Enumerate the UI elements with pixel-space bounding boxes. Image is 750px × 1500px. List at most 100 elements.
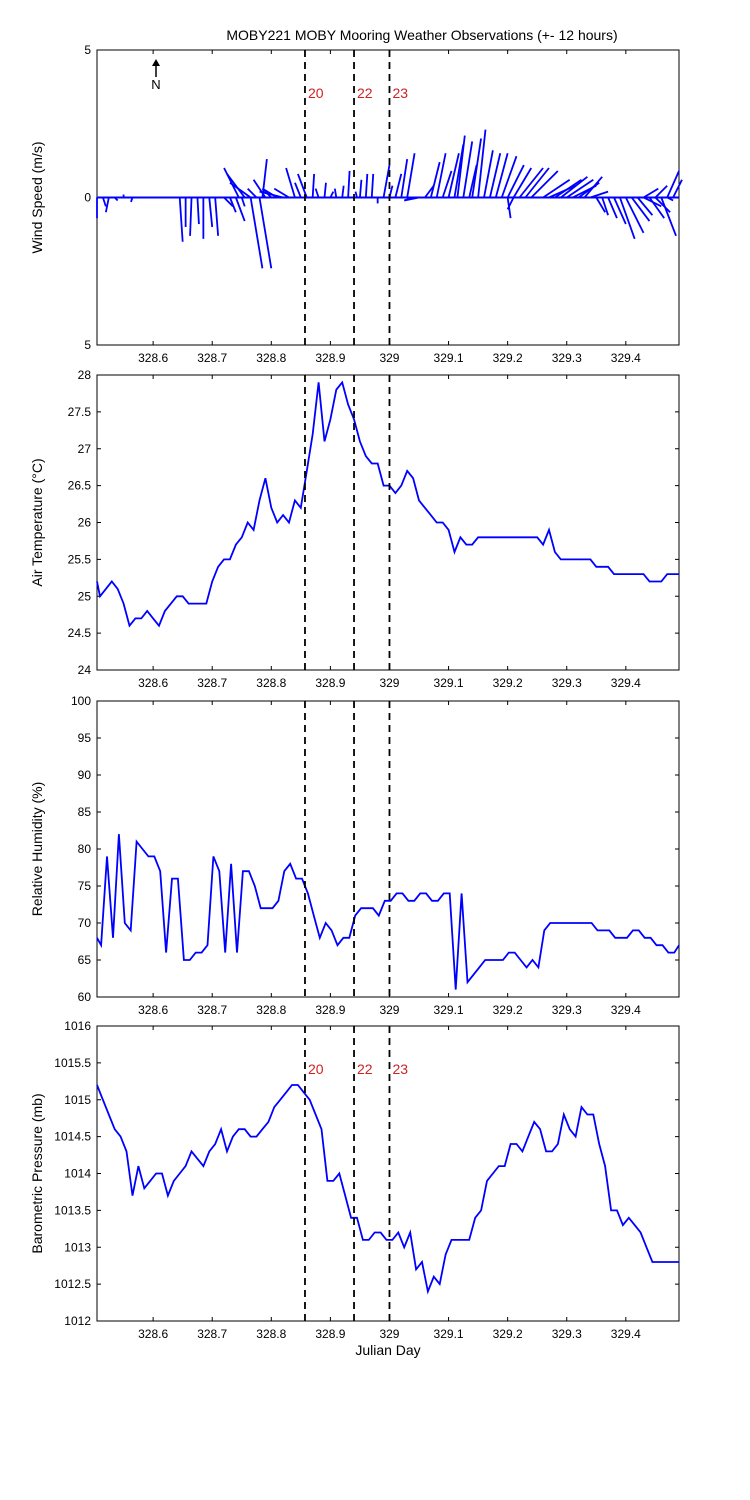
wind-stick xyxy=(370,173,375,198)
wind-stick xyxy=(601,197,609,216)
y-tick-label: 25.5 xyxy=(68,552,92,566)
y-tick-label: 1013 xyxy=(64,1240,91,1254)
series-line-humidity xyxy=(96,834,680,990)
wind-stick xyxy=(666,196,674,202)
x-tick-label: 328.6 xyxy=(138,1327,168,1341)
event-marker-label: 20 xyxy=(308,1061,324,1077)
y-tick-label: 24.5 xyxy=(68,626,92,640)
wind-stick xyxy=(500,155,518,198)
x-tick-label: 328.7 xyxy=(197,1003,227,1017)
x-tick-label: 328.7 xyxy=(197,1327,227,1341)
x-tick-label: 328.8 xyxy=(256,676,286,690)
y-tick-label: 1014 xyxy=(64,1167,91,1181)
x-tick-label: 328.6 xyxy=(138,1003,168,1017)
y-tick-label: 25 xyxy=(78,589,92,603)
x-axis-label: Julian Day xyxy=(355,1342,420,1358)
wind-stick xyxy=(359,179,363,198)
panel-pressure: 328.6 328.7 328.8 328.9 329 329.1 329.2 329.3 32… xyxy=(29,1019,680,1358)
wind-stick xyxy=(311,173,316,198)
wind-stick xyxy=(429,161,441,198)
event-marker-label: 22 xyxy=(357,85,373,101)
y-tick-label: 1014.5 xyxy=(54,1130,91,1144)
wind-stick xyxy=(672,179,683,198)
wind-stick xyxy=(595,197,606,213)
wind-stick xyxy=(512,167,533,198)
wind-stick xyxy=(400,159,409,198)
chart-panels: 328.6 328.7 328.8 328.9 329 329.1 329.2 329.3 32… xyxy=(29,43,683,1358)
wind-stick xyxy=(494,153,509,198)
wind-stick xyxy=(364,173,369,198)
wind-stick xyxy=(229,197,237,213)
y-tick-label: 5 xyxy=(84,43,91,57)
wind-stick xyxy=(240,197,246,207)
y-tick-label: 100 xyxy=(71,694,91,708)
x-tick-label: 329.4 xyxy=(611,1003,641,1017)
event-marker-label: 23 xyxy=(392,1061,408,1077)
x-tick-label: 328.8 xyxy=(256,351,286,365)
panel-wind: 328.6 328.7 328.8 328.9 329 329.1 329.2 329.3 32… xyxy=(29,43,683,365)
wind-stick xyxy=(333,188,338,198)
y-tick-label: 27 xyxy=(78,442,92,456)
wind-stick xyxy=(471,138,482,198)
x-tick-label: 328.6 xyxy=(138,351,168,365)
wind-stick xyxy=(456,135,466,198)
panel-airtemp: 328.6 328.7 328.8 328.9 329 329.1 329.2 329.3 32… xyxy=(29,368,680,690)
y-tick-label: 27.5 xyxy=(68,405,92,419)
wind-stick xyxy=(341,185,345,198)
y-axis-label: Air Temperature (°C) xyxy=(29,458,45,586)
x-tick-label: 329.2 xyxy=(493,676,523,690)
wind-stick xyxy=(382,164,391,198)
y-tick-label: 0 xyxy=(84,191,91,205)
x-tick-label: 328.7 xyxy=(197,351,227,365)
x-tick-label: 329 xyxy=(379,351,399,365)
x-tick-label: 329.1 xyxy=(434,1327,464,1341)
y-tick-label: 1012.5 xyxy=(54,1277,91,1291)
y-tick-label: 60 xyxy=(78,990,92,1004)
wind-stick xyxy=(483,150,494,198)
x-tick-label: 328.7 xyxy=(197,676,227,690)
y-axis-label: Barometric Pressure (mb) xyxy=(29,1093,45,1253)
x-tick-label: 328.9 xyxy=(315,1327,345,1341)
x-tick-label: 329.1 xyxy=(434,676,464,690)
wind-stick xyxy=(518,167,544,199)
wind-stick xyxy=(404,196,420,202)
wind-stick xyxy=(323,182,327,198)
wind-stick xyxy=(226,173,246,199)
x-tick-label: 329.2 xyxy=(493,1003,523,1017)
wind-stick xyxy=(462,141,474,198)
wind-stick xyxy=(477,129,487,198)
y-tick-label: 95 xyxy=(78,731,92,745)
north-arrowhead-icon xyxy=(152,59,160,66)
y-tick-label: 90 xyxy=(78,768,92,782)
x-tick-label: 329.3 xyxy=(552,676,582,690)
wind-stick xyxy=(648,196,665,219)
wind-stick xyxy=(235,197,246,222)
data-series-wind xyxy=(96,129,683,269)
wind-stick xyxy=(347,170,351,198)
x-tick-label: 328.8 xyxy=(256,1327,286,1341)
wind-stick xyxy=(189,197,193,236)
wind-stick xyxy=(560,176,588,199)
y-tick-label: 80 xyxy=(78,842,92,856)
x-tick-label: 328.8 xyxy=(256,1003,286,1017)
wind-stick xyxy=(607,197,618,219)
series-line-airtemp xyxy=(96,380,679,628)
x-tick-label: 329.1 xyxy=(434,351,464,365)
x-tick-label: 329 xyxy=(379,1327,399,1341)
plot-frame xyxy=(96,700,680,998)
y-tick-label: 75 xyxy=(78,879,92,893)
y-tick-label: 28 xyxy=(78,368,92,382)
wind-stick xyxy=(441,170,453,198)
x-tick-label: 329.3 xyxy=(552,1327,582,1341)
wind-stick xyxy=(229,182,252,199)
y-tick-label: 5 xyxy=(84,338,91,352)
north-indicator: N xyxy=(151,59,161,92)
y-axis-label: Relative Humidity (%) xyxy=(29,782,45,917)
event-marker-label: 22 xyxy=(357,1061,373,1077)
wind-stick xyxy=(583,176,603,199)
wind-stick xyxy=(285,167,296,198)
wind-stick xyxy=(394,173,403,198)
y-tick-label: 70 xyxy=(78,916,92,930)
x-tick-label: 328.6 xyxy=(138,676,168,690)
